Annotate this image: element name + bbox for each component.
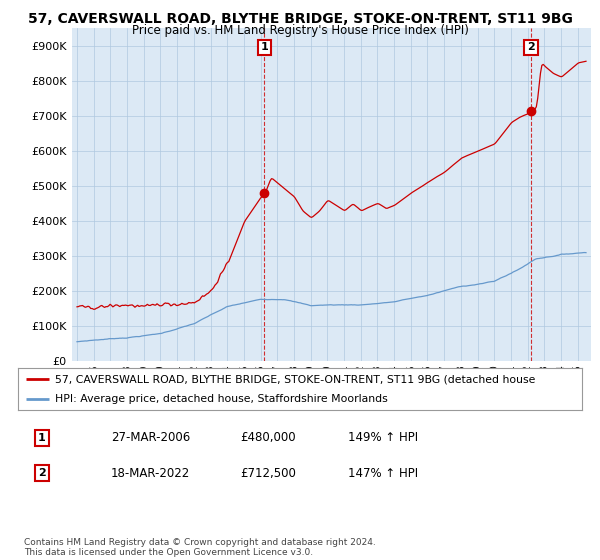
Text: HPI: Average price, detached house, Staffordshire Moorlands: HPI: Average price, detached house, Staf… xyxy=(55,394,388,404)
Text: 149% ↑ HPI: 149% ↑ HPI xyxy=(348,431,418,445)
Text: 57, CAVERSWALL ROAD, BLYTHE BRIDGE, STOKE-ON-TRENT, ST11 9BG (detached house: 57, CAVERSWALL ROAD, BLYTHE BRIDGE, STOK… xyxy=(55,374,535,384)
Text: 1: 1 xyxy=(38,433,46,443)
Text: 1: 1 xyxy=(260,43,268,52)
Text: 18-MAR-2022: 18-MAR-2022 xyxy=(111,466,190,480)
Text: £712,500: £712,500 xyxy=(240,466,296,480)
Text: 2: 2 xyxy=(38,468,46,478)
Text: Price paid vs. HM Land Registry's House Price Index (HPI): Price paid vs. HM Land Registry's House … xyxy=(131,24,469,36)
Text: 2: 2 xyxy=(527,43,535,52)
Text: 147% ↑ HPI: 147% ↑ HPI xyxy=(348,466,418,480)
Text: 57, CAVERSWALL ROAD, BLYTHE BRIDGE, STOKE-ON-TRENT, ST11 9BG: 57, CAVERSWALL ROAD, BLYTHE BRIDGE, STOK… xyxy=(28,12,572,26)
Text: £480,000: £480,000 xyxy=(240,431,296,445)
Text: Contains HM Land Registry data © Crown copyright and database right 2024.
This d: Contains HM Land Registry data © Crown c… xyxy=(24,538,376,557)
Text: 27-MAR-2006: 27-MAR-2006 xyxy=(111,431,190,445)
